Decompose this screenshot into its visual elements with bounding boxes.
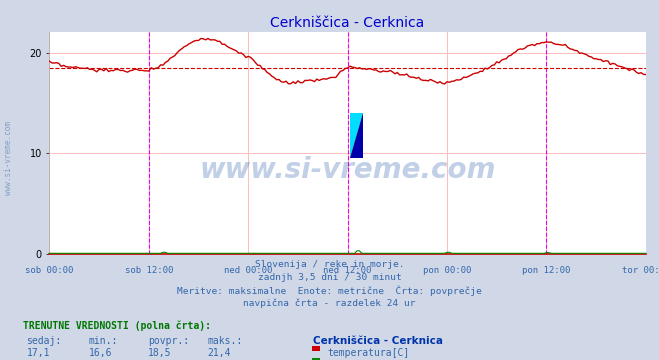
Text: navpična črta - razdelek 24 ur: navpična črta - razdelek 24 ur (243, 299, 416, 308)
Text: temperatura[C]: temperatura[C] (328, 348, 410, 359)
Text: www.si-vreme.com: www.si-vreme.com (200, 156, 496, 184)
Text: 16,6: 16,6 (89, 348, 113, 359)
Text: sob 00:00: sob 00:00 (25, 266, 74, 275)
Text: povpr.:: povpr.: (148, 336, 189, 346)
Polygon shape (350, 113, 363, 158)
Text: sob 12:00: sob 12:00 (125, 266, 173, 275)
Polygon shape (350, 113, 363, 158)
Title: Cerkniščica - Cerknica: Cerkniščica - Cerknica (270, 16, 425, 30)
Text: TRENUTNE VREDNOSTI (polna črta):: TRENUTNE VREDNOSTI (polna črta): (23, 320, 211, 331)
Text: maks.:: maks.: (208, 336, 243, 346)
Text: 21,4: 21,4 (208, 348, 231, 359)
Text: sedaj:: sedaj: (26, 336, 61, 346)
Text: pon 12:00: pon 12:00 (522, 266, 571, 275)
Text: www.si-vreme.com: www.si-vreme.com (4, 121, 13, 195)
Text: ned 00:00: ned 00:00 (224, 266, 272, 275)
Text: 17,1: 17,1 (26, 348, 50, 359)
Text: zadnjh 3,5 dni / 30 minut: zadnjh 3,5 dni / 30 minut (258, 273, 401, 282)
Text: Cerkniščica - Cerknica: Cerkniščica - Cerknica (313, 336, 443, 346)
Text: ned 12:00: ned 12:00 (324, 266, 372, 275)
Text: Slovenija / reke in morje.: Slovenija / reke in morje. (255, 260, 404, 269)
Text: 18,5: 18,5 (148, 348, 172, 359)
Text: Meritve: maksimalne  Enote: metrične  Črta: povprečje: Meritve: maksimalne Enote: metrične Črta… (177, 286, 482, 296)
Text: tor 00:00: tor 00:00 (621, 266, 659, 275)
Text: pon 00:00: pon 00:00 (423, 266, 471, 275)
Text: min.:: min.: (89, 336, 119, 346)
